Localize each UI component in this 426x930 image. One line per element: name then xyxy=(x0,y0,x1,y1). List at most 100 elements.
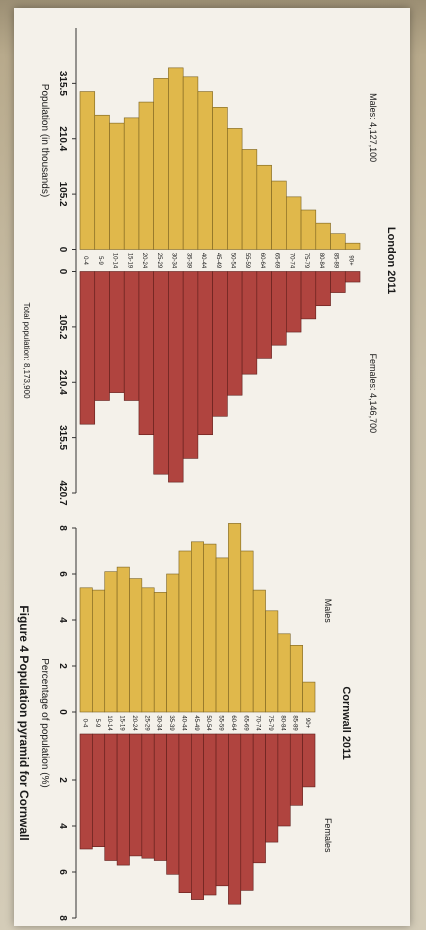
bar-female xyxy=(104,733,118,861)
bar-male xyxy=(166,573,180,713)
bar-male xyxy=(286,196,302,250)
age-band-label: 45-49 xyxy=(215,253,221,269)
age-band-label: 30-34 xyxy=(171,253,177,269)
bar-male xyxy=(240,550,254,713)
bar-female xyxy=(197,271,213,436)
bar-female xyxy=(79,271,96,425)
age-band-label: 75-79 xyxy=(303,253,309,269)
bar-female xyxy=(330,271,346,293)
bar-male xyxy=(315,222,331,250)
x-tick-label: 105.2 xyxy=(57,182,68,207)
bar-male xyxy=(178,550,192,713)
bar-female xyxy=(153,271,169,475)
age-band-label: 50-54 xyxy=(205,715,211,731)
age-band-label: 15-19 xyxy=(119,715,125,731)
bar-female xyxy=(300,271,317,320)
bar-female xyxy=(315,271,331,307)
bar-male xyxy=(215,557,229,713)
bar-male xyxy=(109,122,125,250)
age-band-label: 70-74 xyxy=(288,253,294,269)
age-band-label: 35-39 xyxy=(168,715,174,731)
x-axis-label: Percentage of population (%) xyxy=(39,658,50,788)
bar-male xyxy=(212,107,228,250)
age-band-label: 85-89 xyxy=(292,715,298,731)
age-band-label: 55-59 xyxy=(218,715,224,731)
bar-male xyxy=(168,67,184,250)
chart-title: Cornwall 2011 xyxy=(340,686,352,759)
bar-male xyxy=(79,587,93,713)
bar-male xyxy=(330,233,346,250)
age-band-label: 85-89 xyxy=(333,253,339,269)
x-tick-label: 8 xyxy=(57,525,68,531)
bar-male xyxy=(79,91,96,250)
x-tick-label: 315.5 xyxy=(57,71,68,96)
bar-male xyxy=(252,589,266,713)
age-band-label: 45-49 xyxy=(193,715,199,731)
rotated-figure: London 2011 Males: 4,127,100 Females: 4,14… xyxy=(14,8,410,926)
bar-male xyxy=(227,128,243,250)
x-tick-label: 4 xyxy=(57,617,68,623)
age-band-label: 65-69 xyxy=(274,253,280,269)
paper-sheet: London 2011 Males: 4,127,100 Females: 4,14… xyxy=(14,8,410,926)
pyramid-charts: London 2011 Males: 4,127,100 Females: 4,14… xyxy=(17,28,397,921)
bar-male xyxy=(277,633,291,713)
bar-female xyxy=(79,733,93,850)
age-band-label: 60-64 xyxy=(259,253,265,269)
bar-male xyxy=(300,209,317,250)
bar-female xyxy=(94,271,110,401)
age-band-label: 10-14 xyxy=(112,253,118,269)
bar-male xyxy=(94,114,110,250)
bar-female xyxy=(116,733,130,866)
x-tick-label: 210.4 xyxy=(57,126,68,151)
age-band-label: 40-44 xyxy=(180,715,186,731)
chart-footer: Total population: 8,173,900 xyxy=(22,302,31,399)
bar-female xyxy=(178,733,192,893)
bar-male xyxy=(256,164,272,250)
age-band-label: 80-84 xyxy=(279,715,285,731)
age-band-label: 5-9 xyxy=(97,256,103,265)
bar-female xyxy=(286,271,302,333)
bar-male xyxy=(197,91,213,250)
x-tick-label: 420.7 xyxy=(57,480,68,505)
bar-female xyxy=(166,733,180,875)
bar-female xyxy=(129,733,143,857)
age-band-label: 55-59 xyxy=(244,253,250,269)
age-band-label: 90+ xyxy=(347,255,353,266)
series-label-females: Females xyxy=(323,818,333,853)
bar-female xyxy=(277,733,291,827)
bar-male xyxy=(138,101,154,250)
bar-female xyxy=(182,271,199,459)
series-label-females: Females: 4,146,700 xyxy=(368,354,378,434)
figure-caption: Figure 4 Population pyramid for Cornwall xyxy=(17,605,31,840)
bar-female xyxy=(240,733,254,891)
age-band-label: 20-24 xyxy=(141,253,147,269)
bar-female xyxy=(92,733,106,847)
x-tick-label: 2 xyxy=(57,777,68,783)
bar-male xyxy=(289,644,303,713)
series-label-males: Males: 4,127,100 xyxy=(368,93,378,162)
bar-male xyxy=(153,78,169,250)
bar-male xyxy=(116,566,130,713)
age-band-label: 15-19 xyxy=(126,253,132,269)
bar-male xyxy=(141,587,155,713)
x-axis-label: Population (in thousands) xyxy=(39,84,50,197)
bar-male xyxy=(153,592,167,713)
bar-male xyxy=(228,523,242,713)
age-band-label: 5-9 xyxy=(94,719,100,728)
bar-female xyxy=(191,733,204,900)
bar-male xyxy=(265,610,279,713)
age-band-label: 75-79 xyxy=(267,715,273,731)
bar-female xyxy=(168,271,184,483)
x-tick-label: 2 xyxy=(57,663,68,669)
bar-female xyxy=(123,271,140,401)
age-band-label: 40-44 xyxy=(200,253,206,269)
bar-female xyxy=(241,271,258,375)
bar-male xyxy=(104,571,118,713)
age-band-label: 65-69 xyxy=(242,715,248,731)
age-band-label: 25-29 xyxy=(143,715,149,731)
bar-female xyxy=(109,271,125,393)
chart-title: London 2011 xyxy=(385,227,397,294)
bar-male xyxy=(182,76,199,250)
x-tick-label: 0 xyxy=(57,269,68,275)
bar-male xyxy=(191,541,204,713)
